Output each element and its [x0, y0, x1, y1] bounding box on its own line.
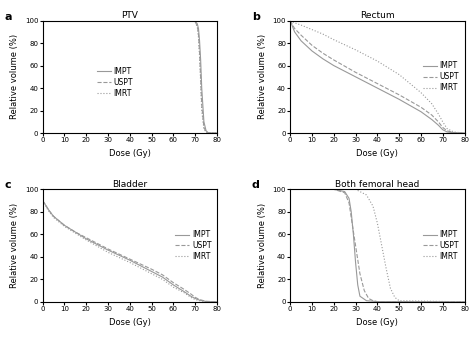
- X-axis label: Dose (Gy): Dose (Gy): [356, 149, 398, 158]
- Y-axis label: Relative volume (%): Relative volume (%): [258, 203, 267, 288]
- X-axis label: Dose (Gy): Dose (Gy): [109, 318, 151, 327]
- X-axis label: Dose (Gy): Dose (Gy): [356, 318, 398, 327]
- Text: d: d: [252, 180, 260, 190]
- Text: b: b: [252, 12, 260, 22]
- Text: c: c: [4, 180, 11, 190]
- Text: a: a: [4, 12, 12, 22]
- Legend: IMPT, USPT, IMRT: IMPT, USPT, IMRT: [174, 229, 213, 262]
- Title: Rectum: Rectum: [360, 11, 395, 20]
- Title: Bladder: Bladder: [112, 179, 147, 189]
- Y-axis label: Relative volume (%): Relative volume (%): [10, 34, 19, 119]
- Title: PTV: PTV: [121, 11, 138, 20]
- Legend: IMPT, USPT, IMRT: IMPT, USPT, IMRT: [95, 66, 135, 99]
- X-axis label: Dose (Gy): Dose (Gy): [109, 149, 151, 158]
- Y-axis label: Relative volume (%): Relative volume (%): [258, 34, 267, 119]
- Title: Both femoral head: Both femoral head: [335, 179, 419, 189]
- Legend: IMPT, USPT, IMRT: IMPT, USPT, IMRT: [421, 229, 461, 262]
- Y-axis label: Relative volume (%): Relative volume (%): [10, 203, 19, 288]
- Legend: IMPT, USPT, IMRT: IMPT, USPT, IMRT: [421, 60, 461, 94]
